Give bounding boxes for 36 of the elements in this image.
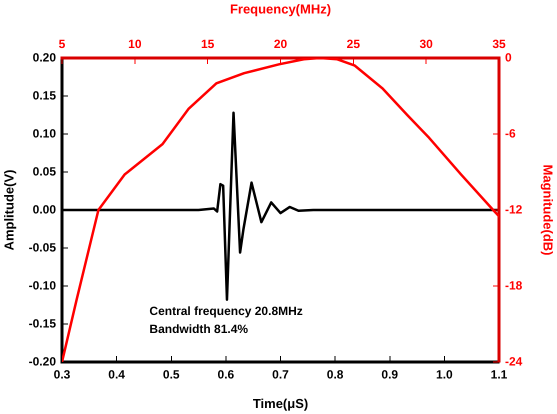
x-tick-label: 1.1 — [490, 368, 508, 382]
x-axis-title: Time(μS) — [252, 396, 308, 411]
x-tick-label: 15 — [200, 37, 215, 52]
y-tick-label: -18 — [505, 278, 523, 292]
y-tick-label: -24 — [505, 354, 523, 368]
x-tick-label: 1.0 — [436, 368, 454, 382]
x-axis-title: Frequency(MHz) — [230, 1, 332, 16]
y-tick-label: 0 — [505, 50, 512, 64]
y-tick-label: 0.00 — [32, 202, 56, 216]
annotation: Central frequency 20.8MHz — [149, 304, 303, 318]
x-tick-label: 10 — [128, 37, 142, 52]
annotation: Bandwidth 81.4% — [149, 322, 248, 336]
x-tick-label: 0.3 — [54, 368, 71, 382]
x-tick-label: 0.7 — [272, 368, 290, 382]
y-axis-title: Amplitude(V) — [1, 170, 16, 250]
y-tick-label: -0.20 — [28, 354, 56, 368]
y-tick-label: 0.20 — [32, 50, 56, 64]
x-tick-label: 0.5 — [162, 368, 180, 382]
y-axis-title: Magnitude(dB) — [540, 164, 556, 256]
y-tick-label: -0.15 — [28, 316, 56, 330]
y-tick-label: -0.05 — [28, 240, 56, 254]
x-tick-label: 35 — [492, 37, 506, 52]
x-tick-label: 0.4 — [108, 368, 126, 382]
x-tick-label: 0.9 — [381, 368, 398, 382]
y-tick-label: -6 — [505, 126, 516, 140]
x-tick-label: 20 — [274, 37, 288, 52]
y-tick-label: 0.10 — [32, 126, 56, 140]
x-tick-label: 30 — [419, 37, 434, 52]
y-tick-label: 0.05 — [32, 164, 56, 178]
y-tick-label: -12 — [505, 202, 523, 216]
x-tick-label: 5 — [58, 37, 66, 52]
y-tick-label: 0.15 — [32, 88, 56, 102]
x-tick-label: 0.6 — [218, 368, 235, 382]
y-tick-label: -0.10 — [28, 278, 56, 292]
x-tick-label: 0.8 — [326, 368, 344, 382]
x-tick-label: 25 — [346, 37, 360, 52]
